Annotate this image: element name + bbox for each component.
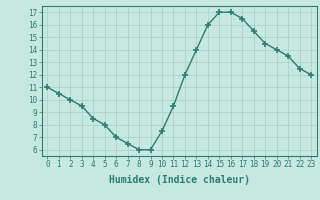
X-axis label: Humidex (Indice chaleur): Humidex (Indice chaleur) [109, 175, 250, 185]
